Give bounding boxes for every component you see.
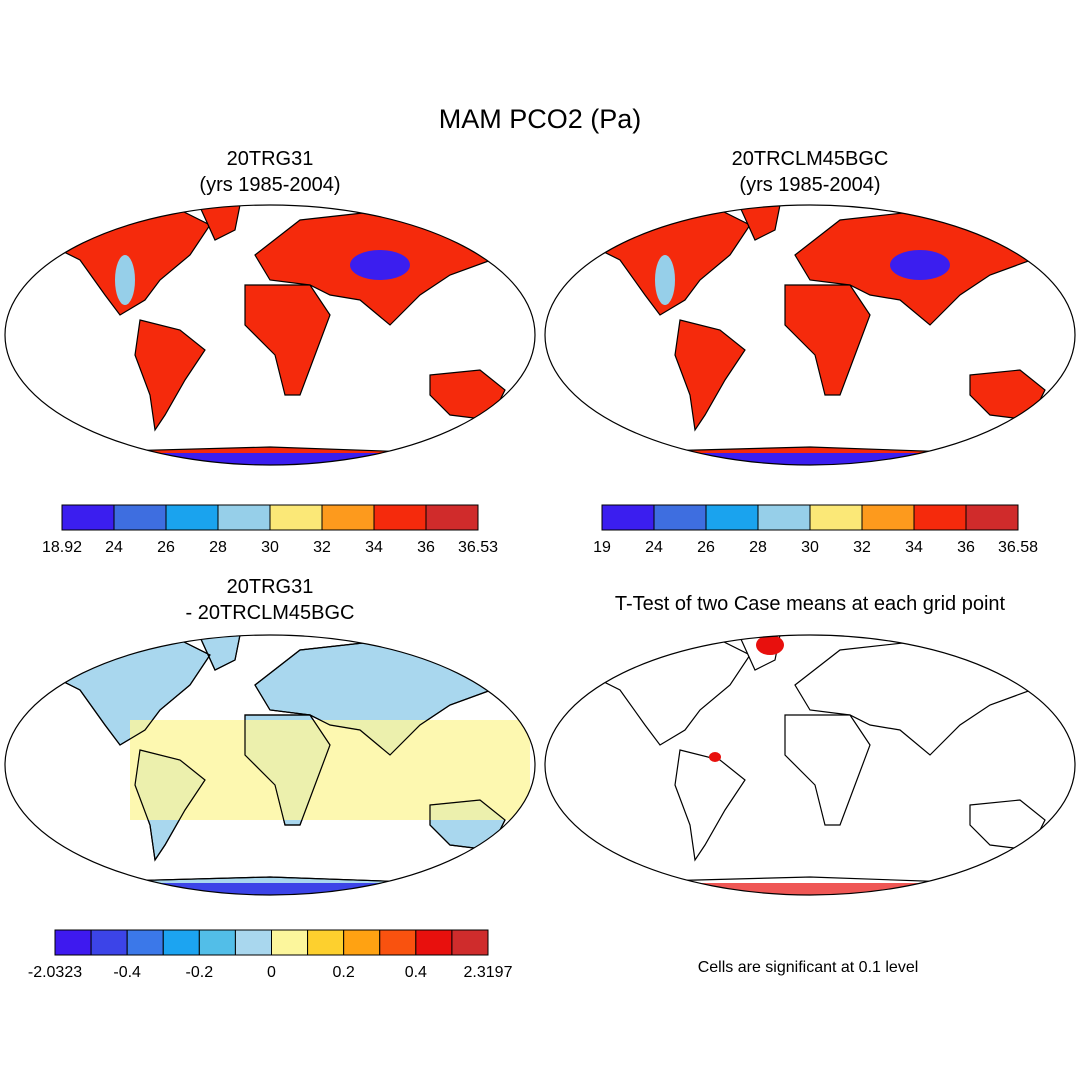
colorbar-label: 24 (645, 539, 663, 556)
colorbar-label: 26 (697, 539, 715, 556)
panel-title: 20TRCLM45BGC (732, 148, 889, 170)
colorbar-box (415, 929, 453, 956)
map-panel-4 (544, 634, 1076, 896)
panel-title: - 20TRCLM45BGC (186, 602, 355, 624)
panel-title: 20TRG31 (227, 576, 314, 598)
colorbar-box (90, 929, 128, 956)
colorbar-box (113, 504, 167, 531)
panel-title: (yrs 1985-2004) (199, 174, 340, 196)
colorbar-label: 0.4 (405, 964, 427, 981)
colorbar-label: 32 (853, 539, 871, 556)
colorbar-box (307, 929, 345, 956)
colorbar-box (198, 929, 236, 956)
colorbar-box (162, 929, 200, 956)
colorbar-box (757, 504, 811, 531)
colorbar-label: 28 (209, 539, 227, 556)
colorbar-box (234, 929, 273, 956)
colorbar-label: -0.2 (186, 964, 214, 981)
colorbar-box (861, 504, 915, 531)
colorbar-box (653, 504, 707, 531)
colorbar-box (343, 929, 381, 956)
colorbar-label: -2.0323 (28, 964, 82, 981)
colorbar-box (373, 504, 427, 531)
panel-title: 20TRG31 (227, 148, 314, 170)
colorbar-box (269, 504, 323, 531)
colorbar-label: 36.58 (998, 539, 1038, 556)
colorbar-label: 30 (261, 539, 279, 556)
colorbar-label: 34 (905, 539, 923, 556)
colorbar-box (913, 504, 967, 531)
colorbar-label: 19 (593, 539, 611, 556)
colorbar-box (425, 504, 479, 531)
colorbar-label: 34 (365, 539, 383, 556)
colorbar-box (217, 504, 271, 531)
panel-title: T-Test of two Case means at each grid po… (615, 593, 1006, 615)
colorbar-box (126, 929, 164, 956)
figure-title: MAM PCO2 (Pa) (439, 104, 642, 134)
colorbar-label: 32 (313, 539, 331, 556)
significance-note: Cells are significant at 0.1 level (698, 959, 919, 976)
colorbar-box (451, 929, 489, 956)
colorbar-box (601, 504, 655, 531)
colorbar-label: 2.3197 (464, 964, 513, 981)
colorbar-box (271, 929, 309, 956)
map-panel-3 (4, 634, 536, 896)
colorbar-box (379, 929, 417, 956)
colorbar-label: 26 (157, 539, 175, 556)
panel-title: (yrs 1985-2004) (739, 174, 880, 196)
colorbar-label: 36.53 (458, 539, 498, 556)
colorbar-box (809, 504, 863, 531)
colorbar-box (165, 504, 219, 531)
colorbar-box (321, 504, 375, 531)
colorbar-label: 18.92 (42, 539, 82, 556)
colorbar-label: 24 (105, 539, 123, 556)
colorbar-label: 30 (801, 539, 819, 556)
colorbar-label: -0.4 (113, 964, 141, 981)
map-panel-2 (544, 204, 1076, 466)
colorbar-label: 0.2 (333, 964, 355, 981)
colorbar-label: 28 (749, 539, 767, 556)
colorbar-label: 36 (957, 539, 975, 556)
colorbar-label: 0 (267, 964, 276, 981)
colorbar-box (965, 504, 1019, 531)
colorbar-box (705, 504, 759, 531)
colorbar-box (54, 929, 92, 956)
colorbar-box (61, 504, 115, 531)
map-panel-1 (4, 204, 536, 466)
colorbar-label: 36 (417, 539, 435, 556)
